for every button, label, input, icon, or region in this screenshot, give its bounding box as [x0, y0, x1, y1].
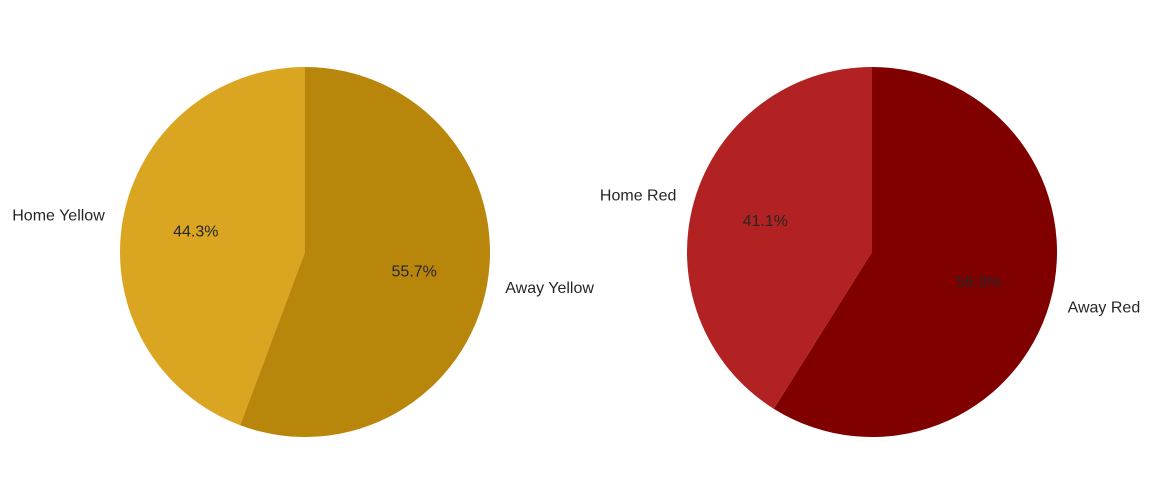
- pie-percent-label-home-red: 41.1%: [743, 213, 788, 230]
- pie-slice-away-red: [773, 67, 1058, 437]
- pie-slice-home-yellow: [120, 67, 305, 426]
- pie-category-label-home-yellow: Home Yellow: [12, 207, 105, 224]
- pie-percent-label-home-yellow: 44.3%: [173, 224, 218, 241]
- pie-category-label-away-yellow: Away Yellow: [505, 280, 594, 297]
- pie-chart-red-cards: 41.1% Home Red 58.9% Away Red: [600, 67, 1140, 437]
- pie-percent-label-away-yellow: 55.7%: [392, 263, 437, 280]
- pie-chart-yellow-cards: 44.3% Home Yellow 55.7% Away Yellow: [12, 67, 594, 437]
- pie-category-label-away-red: Away Red: [1068, 300, 1141, 317]
- pie-slice-away-yellow: [240, 67, 491, 437]
- pie-percent-label-away-red: 58.9%: [956, 274, 1001, 291]
- pie-slice-home-red: [687, 67, 872, 409]
- pie-category-label-home-red: Home Red: [600, 187, 676, 204]
